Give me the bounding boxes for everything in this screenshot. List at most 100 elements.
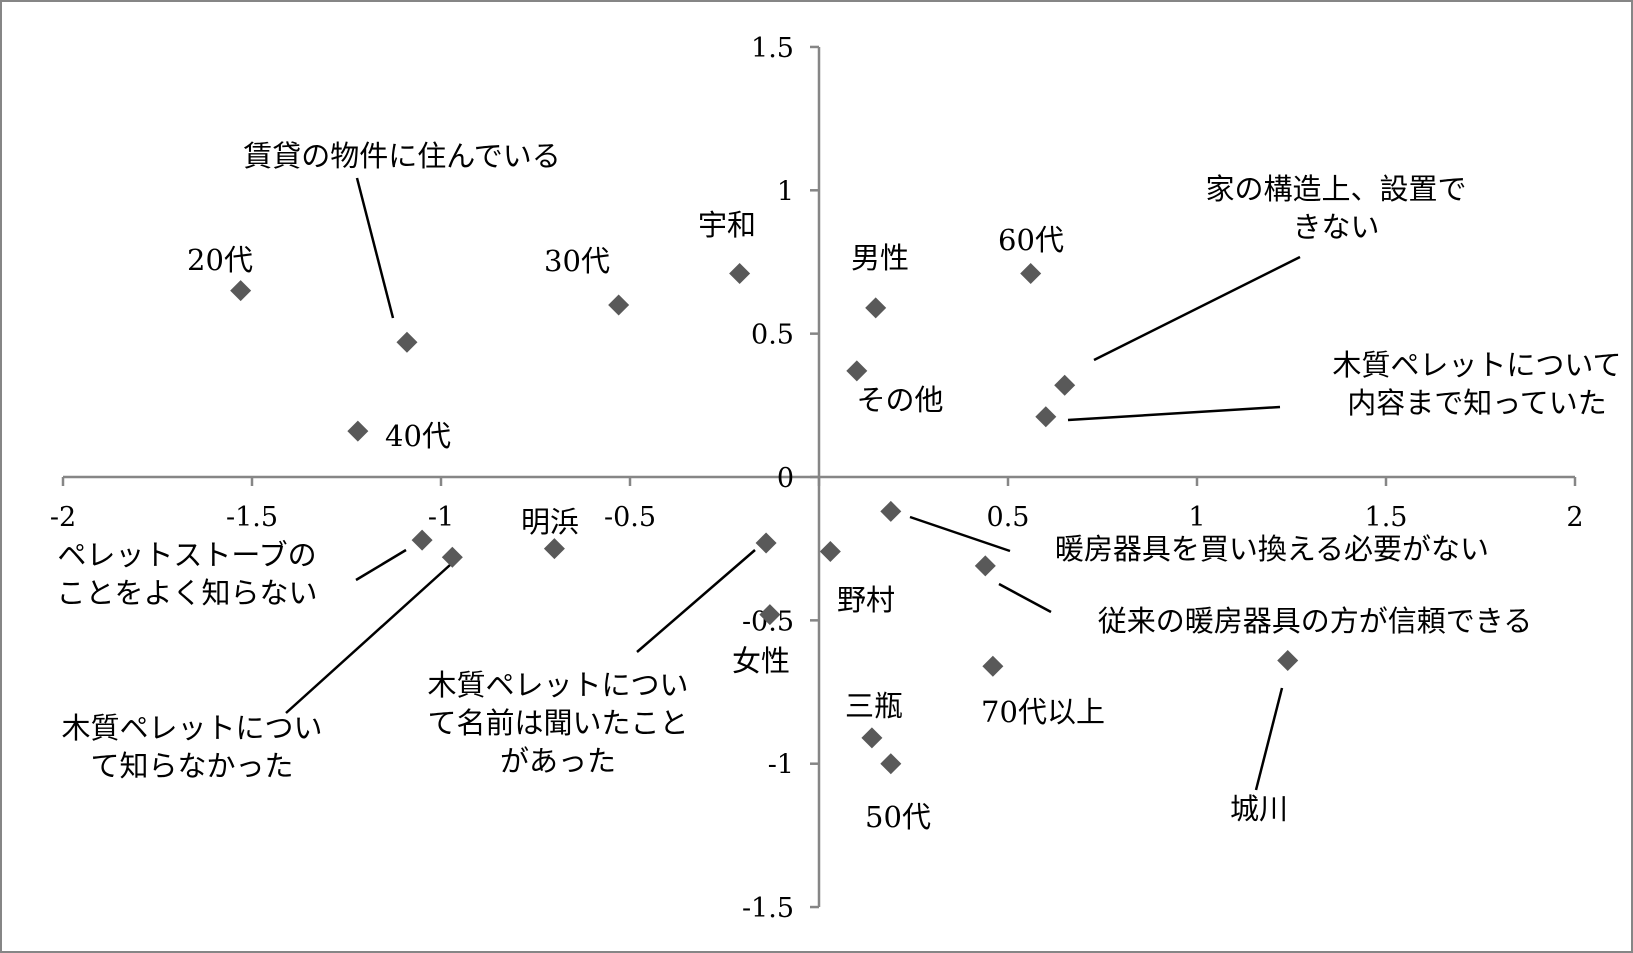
point-label-line: 賃貸の物件に住んでいる: [243, 139, 561, 173]
tick-labels: -2-1.5-1-0.50.511.521.510.50-0.5-1-1.5: [50, 33, 1584, 924]
data-point: [729, 262, 751, 284]
leader-line: [636, 549, 756, 653]
data-point: [982, 655, 1004, 677]
data-point: [880, 500, 902, 522]
point-label: 男性: [851, 241, 909, 275]
y-tick-label: 1: [777, 176, 794, 207]
data-point: [880, 753, 902, 775]
y-tick-label: -1: [768, 750, 794, 781]
point-label-line: て知らなかった: [90, 749, 293, 783]
point-label: 60代: [998, 223, 1064, 257]
point-label: 木質ペレットについて内容まで知っていた: [1332, 348, 1621, 420]
x-tick-label: 1.5: [1365, 502, 1408, 533]
point-label-line: 70代以上: [981, 695, 1105, 729]
data-point: [347, 420, 369, 442]
data-point: [411, 529, 433, 551]
point-label-line: ペレットストーブの: [57, 538, 316, 572]
point-label-line: 30代: [544, 244, 610, 278]
leader-line: [355, 548, 407, 582]
point-label-line: 家の構造上、設置で: [1205, 172, 1466, 206]
point-label-line: ことをよく知らない: [56, 576, 317, 610]
point-label: その他: [856, 383, 943, 417]
data-point: [1035, 406, 1057, 428]
point-label: 宇和: [698, 208, 756, 242]
data-point: [819, 541, 841, 563]
point-label: 暖房器具を買い換える必要がない: [1055, 532, 1489, 566]
point-label-line: て名前は聞いたこと: [427, 706, 688, 740]
point-label-line: 従来の暖房器具の方が信頼できる: [1098, 604, 1532, 638]
point-label: ペレットストーブのことをよく知らない: [56, 538, 317, 610]
point-label-line: 明浜: [521, 505, 579, 539]
point-label-line: 女性: [732, 644, 790, 678]
point-label-line: きない: [1292, 210, 1379, 244]
data-point: [441, 546, 463, 568]
y-tick-label: 0: [777, 463, 794, 494]
data-point: [230, 280, 252, 302]
leader-line: [998, 582, 1052, 614]
y-tick-label: 1.5: [751, 33, 794, 64]
x-tick-label: -2: [50, 502, 76, 533]
data-point: [1054, 374, 1076, 396]
leader-line: [1254, 687, 1284, 791]
point-label-line: 20代: [187, 243, 253, 277]
point-label-line: があった: [500, 744, 616, 778]
point-label-line: 40代: [385, 419, 451, 453]
point-label: 木質ペレットについて知らなかった: [61, 711, 322, 783]
point-label-line: 木質ペレットについて: [1332, 348, 1621, 382]
point-label: 野村: [837, 583, 895, 617]
data-point: [543, 538, 565, 560]
data-point: [974, 555, 996, 577]
point-label-line: 暖房器具を買い換える必要がない: [1055, 532, 1489, 566]
point-label: 女性: [732, 644, 790, 678]
data-point: [865, 297, 887, 319]
point-label-line: 男性: [851, 241, 909, 275]
data-point: [608, 294, 630, 316]
point-label: 70代以上: [981, 695, 1105, 729]
point-label-line: 宇和: [698, 208, 756, 242]
leader-line: [1067, 405, 1281, 422]
point-label: 40代: [385, 419, 451, 453]
point-label: 家の構造上、設置できない: [1205, 172, 1466, 244]
leader-line: [909, 515, 1011, 553]
y-tick-label: -1.5: [742, 893, 794, 924]
y-tick-label: 0.5: [751, 320, 794, 351]
data-point: [1277, 649, 1299, 671]
point-label-line: 野村: [837, 583, 895, 617]
point-label: 三瓶: [845, 689, 903, 723]
point-label: 30代: [544, 244, 610, 278]
point-label-line: 三瓶: [845, 689, 903, 723]
leader-lines: [285, 177, 1301, 791]
leader-line: [355, 177, 395, 319]
point-label: 賃貸の物件に住んでいる: [243, 139, 561, 173]
data-point: [861, 727, 883, 749]
leader-line: [285, 564, 451, 714]
point-label-line: 城川: [1230, 792, 1288, 826]
point-label-line: 50代: [865, 800, 931, 834]
x-tick-label: -0.5: [604, 502, 656, 533]
leader-line: [1093, 255, 1301, 362]
data-point: [1020, 262, 1042, 284]
x-tick-label: 2: [1566, 502, 1583, 533]
data-point: [846, 360, 868, 382]
point-label-line: その他: [856, 383, 943, 417]
data-points: [230, 262, 1299, 775]
point-label: 木質ペレットについて名前は聞いたことがあった: [427, 668, 688, 778]
point-label-line: 60代: [998, 223, 1064, 257]
x-tick-label: -1.5: [226, 502, 278, 533]
x-tick-label: 1: [1188, 502, 1205, 533]
point-label: 従来の暖房器具の方が信頼できる: [1098, 604, 1532, 638]
point-label: 城川: [1230, 792, 1288, 826]
data-point: [759, 604, 781, 626]
point-label: 20代: [187, 243, 253, 277]
data-point: [755, 532, 777, 554]
point-label: 明浜: [521, 505, 579, 539]
point-label-line: 木質ペレットについ: [427, 668, 688, 702]
x-tick-label: -1: [428, 502, 454, 533]
data-point: [396, 331, 418, 353]
point-label-line: 木質ペレットについ: [61, 711, 322, 745]
x-tick-label: 0.5: [987, 502, 1030, 533]
point-label-line: 内容まで知っていた: [1347, 386, 1607, 420]
point-label: 50代: [865, 800, 931, 834]
